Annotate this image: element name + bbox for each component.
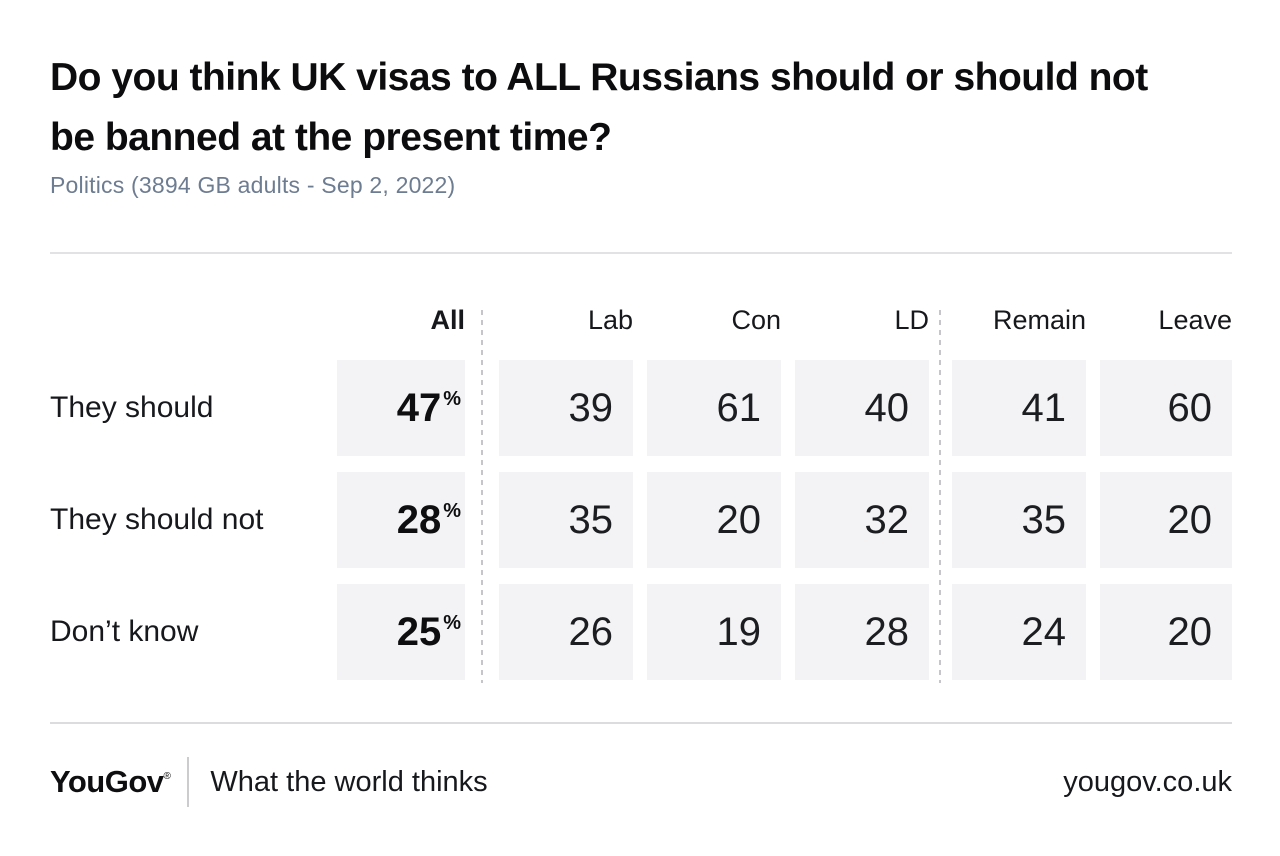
value-cell-con: 19 [647, 584, 781, 680]
value-cell-lab: 39 [499, 360, 633, 456]
column-header-all: All [430, 305, 465, 335]
footer-tagline: What the world thinks [210, 765, 488, 798]
value-cell-ld: 32 [795, 472, 929, 568]
row-label: Don’t know [50, 615, 199, 648]
percent-sign: % [443, 499, 461, 522]
value-cell-con: 20 [647, 472, 781, 568]
page-title: Do you think UK visas to ALL Russians sh… [50, 56, 1148, 159]
footer-website: yougov.co.uk [1063, 765, 1232, 798]
value-cell-ld: 28 [795, 584, 929, 680]
registered-trademark-symbol: ® [163, 771, 171, 782]
table-row-they-should: They should 47% 39 61 40 41 60 [50, 360, 1232, 456]
yougov-logo: YouGov® [50, 764, 171, 799]
value-cell-all: 47% [337, 360, 465, 456]
value-cell-all: 28% [337, 472, 465, 568]
value-cell-remain: 24 [952, 584, 1086, 680]
column-header-remain: Remain [992, 305, 1086, 335]
value-cell-lab: 35 [499, 472, 633, 568]
value-cell-lab: 26 [499, 584, 633, 680]
percent-sign: % [443, 387, 461, 410]
value-cell-leave: 20 [1100, 584, 1232, 680]
table-row-dont-know: Don’t know 25% 26 19 28 24 20 [50, 584, 1232, 680]
survey-meta: Politics (3894 GB adults - Sep 2, 2022) [50, 172, 456, 198]
value-cell-remain: 41 [952, 360, 1086, 456]
value-cell-ld: 40 [795, 360, 929, 456]
value-cell-leave: 60 [1100, 360, 1232, 456]
value-cell-all: 25% [337, 584, 465, 680]
table-header-row: All Lab Con LD Remain Leave [50, 302, 1232, 336]
results-table: All Lab Con LD Remain Leave They should … [50, 302, 1232, 696]
top-divider [50, 252, 1232, 254]
footer-vertical-divider [187, 757, 190, 807]
value-cell-remain: 35 [952, 472, 1086, 568]
value-cell-con: 61 [647, 360, 781, 456]
row-label: They should not [50, 503, 264, 536]
footer-divider-line [50, 722, 1232, 724]
table-row-they-should-not: They should not 28% 35 20 32 35 20 [50, 472, 1232, 568]
percent-sign: % [443, 611, 461, 634]
row-label: They should [50, 391, 214, 424]
footer: YouGov® What the world thinks yougov.co.… [50, 752, 1232, 812]
column-separator-all-lab [481, 310, 483, 683]
column-header-ld: LD [894, 305, 929, 335]
value-cell-leave: 20 [1100, 472, 1232, 568]
column-header-lab: Lab [587, 305, 633, 335]
column-header-con: Con [731, 305, 781, 335]
column-header-leave: Leave [1158, 305, 1232, 335]
column-separator-ld-remain [939, 310, 941, 683]
